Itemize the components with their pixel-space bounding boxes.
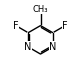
Text: N: N (49, 42, 57, 52)
Text: F: F (13, 21, 19, 31)
Text: CH₃: CH₃ (33, 5, 48, 14)
Text: F: F (62, 21, 68, 31)
Text: N: N (24, 42, 32, 52)
